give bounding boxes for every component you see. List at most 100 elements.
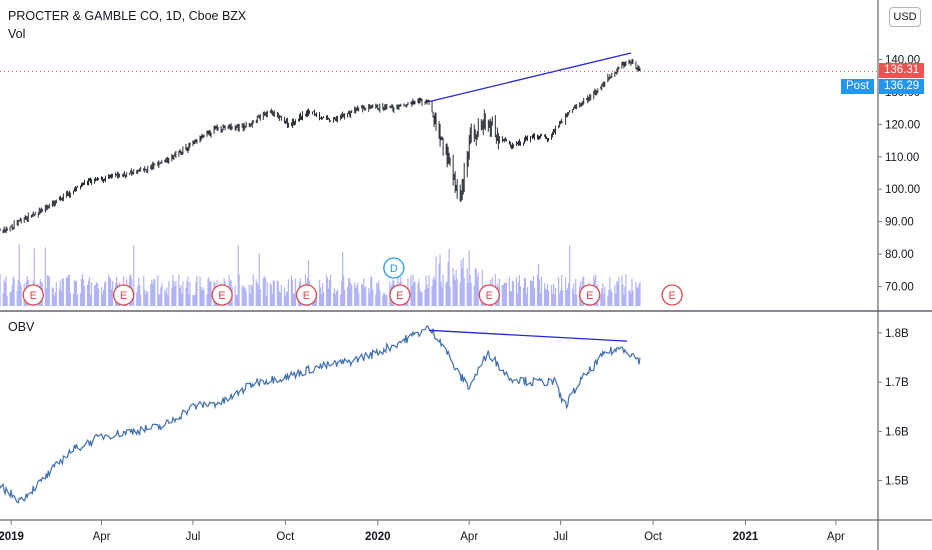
volume-bar bbox=[637, 288, 639, 306]
obv-y-tick-label: 1.5B bbox=[885, 476, 909, 488]
volume-bar bbox=[16, 290, 18, 306]
volume-bar bbox=[433, 276, 435, 306]
volume-bar bbox=[145, 294, 147, 306]
volume-bar bbox=[616, 280, 618, 306]
volume-bar bbox=[158, 294, 160, 306]
volume-bar bbox=[188, 294, 190, 306]
volume-bar bbox=[517, 282, 520, 306]
volume-bar bbox=[412, 274, 414, 306]
earnings-marker[interactable]: E bbox=[112, 284, 135, 306]
volume-bar bbox=[425, 275, 427, 306]
volume-bar bbox=[291, 280, 294, 306]
volume-bar bbox=[101, 293, 104, 306]
volume-bar bbox=[259, 288, 261, 306]
earnings-marker[interactable]: E bbox=[295, 284, 318, 306]
volume-bar bbox=[87, 280, 90, 306]
volume-bar bbox=[328, 279, 331, 306]
volume-bar bbox=[441, 287, 443, 306]
volume-bar bbox=[153, 279, 155, 306]
volume-bar bbox=[624, 286, 626, 306]
volume-bar bbox=[466, 268, 468, 306]
price-candles bbox=[0, 59, 641, 234]
volume-bar bbox=[171, 287, 173, 306]
volume-bar bbox=[537, 263, 540, 306]
volume-bar bbox=[13, 279, 15, 306]
volume-bar bbox=[86, 285, 89, 306]
volume-bar bbox=[453, 275, 455, 306]
volume-bar bbox=[368, 287, 370, 306]
volume-bar bbox=[249, 293, 251, 306]
volume-bar bbox=[196, 275, 198, 306]
x-tick-label: 2021 bbox=[733, 531, 759, 543]
volume-bar bbox=[53, 295, 55, 306]
volume-bar bbox=[6, 295, 8, 306]
volume-bar bbox=[516, 293, 519, 306]
volume-bar bbox=[445, 282, 447, 306]
volume-bar bbox=[638, 284, 640, 306]
volume-bar bbox=[546, 283, 549, 306]
volume-bar bbox=[440, 281, 442, 306]
marker-label: E bbox=[396, 290, 403, 302]
volume-bar bbox=[356, 285, 358, 306]
marker-circle bbox=[383, 257, 405, 279]
y-tick-label: 120.00 bbox=[885, 119, 920, 131]
volume-bar bbox=[369, 293, 371, 306]
volume-bar bbox=[319, 287, 322, 306]
volume-bar bbox=[164, 289, 166, 306]
volume-bar bbox=[210, 281, 212, 306]
earnings-marker[interactable]: E bbox=[661, 284, 683, 306]
volume-bar bbox=[255, 279, 257, 306]
volume-label: Vol bbox=[8, 27, 26, 41]
obv-trend-line[interactable] bbox=[428, 329, 627, 342]
volume-bar bbox=[160, 287, 162, 306]
volume-bar bbox=[608, 289, 610, 306]
volume-bar bbox=[473, 286, 475, 306]
price-trend-line[interactable] bbox=[428, 52, 632, 103]
volume-bar bbox=[4, 282, 6, 306]
volume-bar bbox=[140, 294, 142, 306]
volume-bar bbox=[251, 286, 253, 306]
volume-bar bbox=[54, 292, 56, 306]
volume-bar bbox=[568, 282, 570, 306]
volume-bar bbox=[2, 292, 4, 306]
volume-bar bbox=[336, 290, 338, 306]
volume-bar bbox=[511, 280, 514, 306]
volume-bar bbox=[566, 290, 568, 306]
currency-button[interactable]: USD bbox=[889, 7, 921, 27]
earnings-marker[interactable]: E bbox=[389, 284, 411, 306]
volume-bar bbox=[609, 277, 611, 306]
volume-bar bbox=[173, 281, 175, 306]
volume-bar bbox=[358, 292, 360, 306]
volume-bar bbox=[179, 288, 181, 306]
dividend-marker[interactable]: D bbox=[383, 257, 405, 279]
volume-bar bbox=[278, 291, 280, 306]
volume-bar bbox=[382, 295, 384, 306]
volume-bar bbox=[342, 251, 344, 306]
earnings-marker[interactable]: E bbox=[211, 284, 233, 306]
marker-circle bbox=[661, 284, 683, 306]
last-price-tag: 136.31 bbox=[879, 63, 925, 79]
volume-bar bbox=[111, 281, 114, 306]
volume-bar bbox=[543, 283, 546, 306]
earnings-marker[interactable]: E bbox=[22, 284, 44, 306]
earnings-marker[interactable]: E bbox=[579, 284, 601, 306]
volume-bar bbox=[280, 285, 282, 306]
volume-bar bbox=[207, 278, 209, 306]
marker-circle bbox=[22, 284, 44, 306]
volume-bar bbox=[320, 294, 323, 306]
volume-bar bbox=[462, 257, 464, 306]
marker-label: E bbox=[486, 290, 493, 302]
volume-bar bbox=[439, 254, 441, 306]
volume-bar bbox=[108, 277, 111, 306]
volume-bar bbox=[617, 282, 619, 306]
marker-circle bbox=[211, 284, 233, 306]
volume-bar bbox=[161, 283, 163, 306]
event-markers[interactable]: E E E E D E E E E bbox=[22, 257, 683, 306]
volume-bar bbox=[147, 292, 149, 306]
volume-bar bbox=[544, 288, 547, 306]
volume-bar bbox=[428, 275, 430, 306]
volume-bar bbox=[337, 289, 339, 306]
earnings-marker[interactable]: E bbox=[478, 284, 500, 306]
volume-bar bbox=[252, 274, 254, 306]
